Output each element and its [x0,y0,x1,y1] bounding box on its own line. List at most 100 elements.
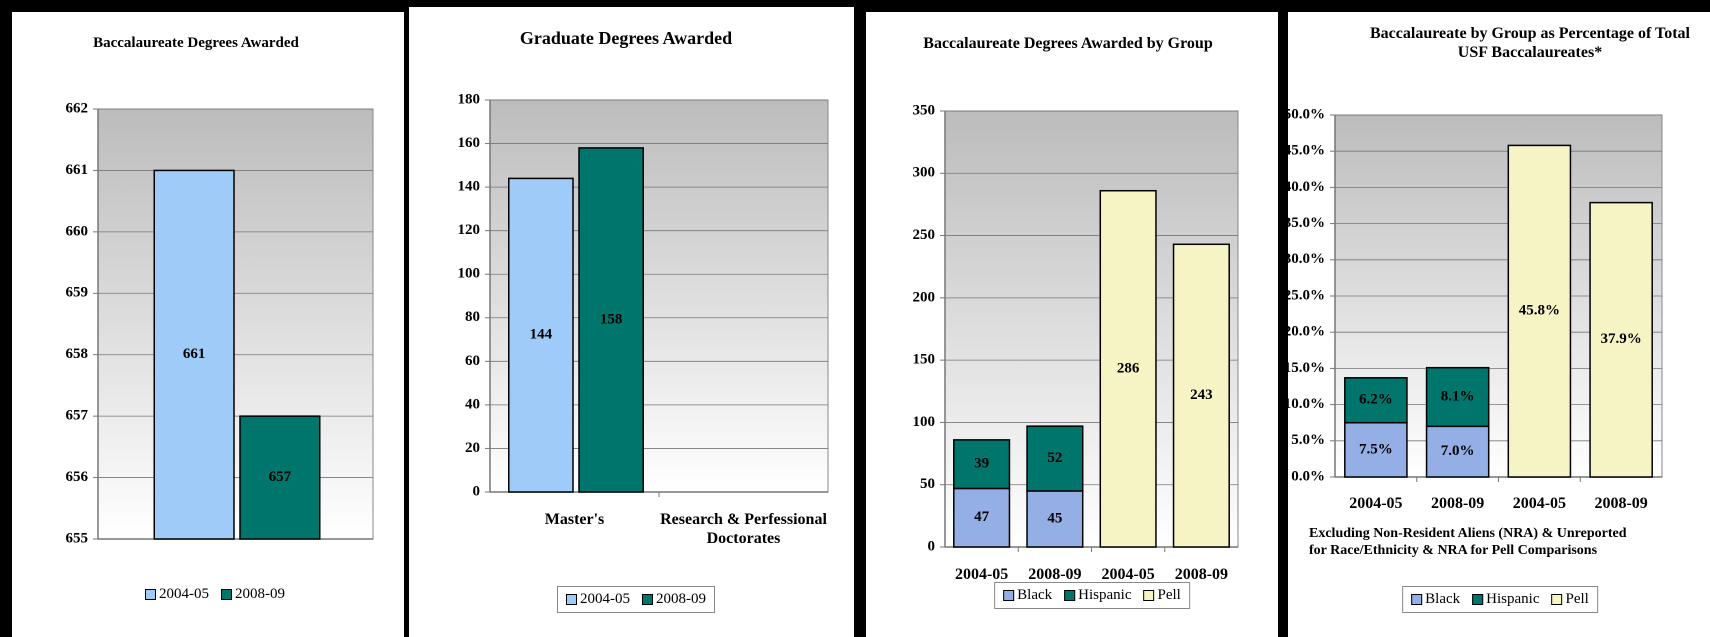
legend-swatch [1551,594,1563,605]
y-tick-label: 45.0% [1284,143,1325,159]
y-tick-label: 20.0% [1284,324,1325,340]
bar-segment [1507,144,1572,478]
chart-title: Baccalaureate Degrees Awarded [93,35,299,51]
bar [239,415,321,540]
bar [578,147,644,493]
y-tick-label: 180 [458,91,481,107]
y-tick-label: 300 [913,165,936,181]
y-tick-label: 100 [913,414,936,430]
y-tick-label: 30.0% [1284,251,1325,267]
data-label: 286 [1117,360,1140,376]
legend-item: Hispanic [1064,587,1131,604]
legend-item: Pell [1551,591,1589,608]
bar-segment [1099,189,1157,548]
y-tick-label: 660 [66,223,89,239]
legend-label: Black [1425,591,1461,607]
legend-item: Pell [1143,587,1181,604]
legend-item: 2004-05 [566,591,630,608]
legend-label: 2008-09 [235,586,285,602]
data-label: 45.8% [1519,303,1560,319]
data-label: 158 [600,311,623,327]
bar-segment [1172,243,1230,548]
data-label: 657 [269,469,292,485]
legend-item: 2008-09 [642,591,706,608]
legend-swatch [221,589,232,600]
legend-swatch [145,589,156,600]
bar-segment [1589,201,1653,478]
x-tick-label: 2008-09 [1430,495,1485,512]
bar-segment [953,487,1011,548]
x-tick-label: 2008-09 [1594,495,1648,512]
legend: 2004-05 2008-09 [137,582,293,607]
y-tick-label: 659 [66,285,89,301]
legend-label: Hispanic [1078,587,1132,603]
y-tick-label: 50 [920,476,935,492]
x-tick-label: Master's [544,511,605,528]
data-label: 661 [183,346,206,362]
data-label: 243 [1190,387,1213,403]
y-tick-label: 655 [66,530,89,546]
y-tick-label: 50.0% [1284,106,1325,122]
note: Excluding Non-Resident Aliens (NRA) & Un… [1309,526,1627,558]
legend-label: 2008-09 [656,591,706,607]
bar-segment [1425,366,1490,428]
chart-title: Baccalaureate Degrees Awarded by Group [923,35,1213,52]
y-tick-label: 657 [66,408,89,424]
bar-segment [1026,425,1084,492]
legend-swatch [1064,590,1076,601]
bar [153,169,235,540]
legend-item: 2008-09 [221,586,285,603]
legend: Black Hispanic Pell [994,582,1190,609]
legend-swatch [642,594,653,605]
data-label: 144 [530,327,553,343]
bar [508,177,574,493]
legend-label: Black [1017,587,1053,603]
data-label: 52 [1047,450,1062,466]
x-tick-label: 2004-05 [1512,495,1567,512]
bar-segment [1344,377,1408,424]
y-tick-label: 120 [458,222,481,238]
x-tick-label: 2004-05 [1349,495,1403,512]
y-tick-label: 140 [458,179,481,195]
y-tick-label: 25.0% [1284,287,1325,303]
bar-segment [1026,490,1084,548]
bar-segment [1344,421,1408,478]
legend-swatch [1003,590,1015,601]
data-label: 47 [974,509,990,525]
y-tick-label: 0 [473,483,481,499]
legend-label: Pell [1157,587,1181,603]
chart-title: Baccalaureate by Group as Percentage of … [1370,25,1690,62]
data-label: 37.9% [1601,331,1642,347]
legend-item: Black [1411,591,1460,608]
legend-swatch [566,594,577,605]
x-tick-label: 2008-09 [1028,566,1082,583]
data-label: 7.0% [1441,443,1475,459]
y-tick-label: 20 [465,440,480,456]
y-tick-label: 10.0% [1284,396,1325,412]
y-tick-label: 40 [465,396,480,412]
legend-label: 2004-05 [580,591,630,607]
y-tick-label: 0.0% [1291,468,1325,484]
legend-label: Pell [1565,591,1589,607]
y-tick-label: 661 [66,162,89,178]
y-tick-label: 662 [66,100,89,116]
y-tick-label: 200 [913,289,936,305]
legend-item: Black [1003,587,1052,604]
y-tick-label: 150 [913,352,936,368]
legend-swatch [1143,590,1155,601]
legend-swatch [1411,594,1423,605]
data-label: 8.1% [1441,388,1475,404]
x-tick-label: 2004-05 [954,566,1009,583]
y-tick-label: 160 [458,135,481,151]
chart-title: Graduate Degrees Awarded [519,28,733,48]
data-label: 45 [1047,510,1062,526]
x-tick-label: 2008-09 [1174,566,1229,583]
bar-segment [953,439,1011,490]
y-tick-label: 60 [465,353,480,369]
x-tick-label: Research & Perfessional Doctorates [660,511,827,548]
y-tick-label: 658 [66,346,89,362]
y-tick-label: 250 [913,227,936,243]
plot-area [97,108,374,540]
